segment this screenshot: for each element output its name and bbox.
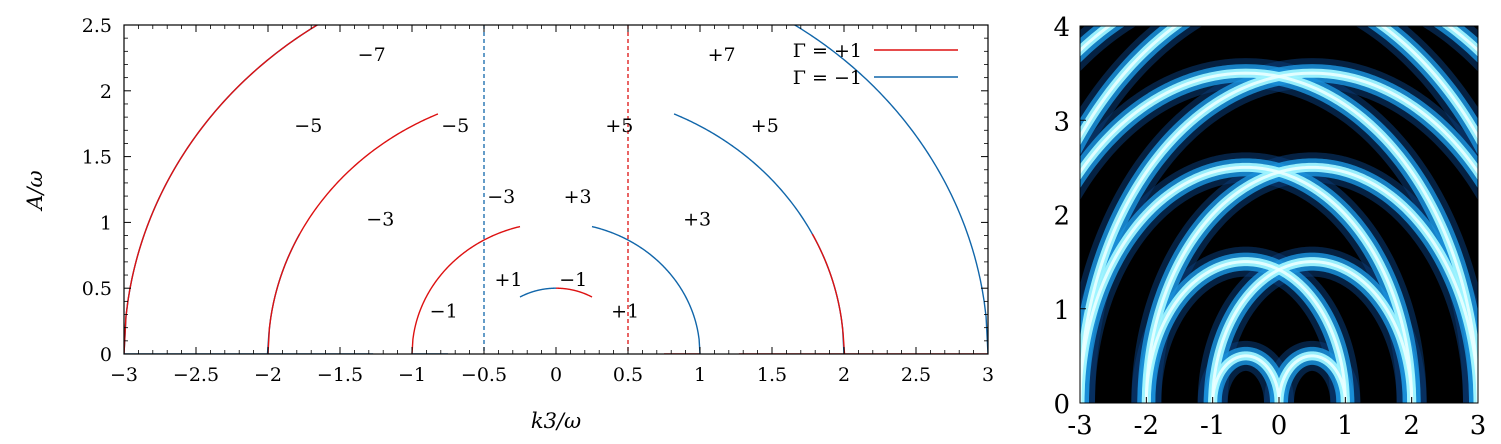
heatmap-bright-arcs — [1080, 26, 1478, 403]
curve-1 — [124, 25, 319, 354]
curve-13 — [793, 25, 988, 354]
curve-2 — [124, 233, 301, 354]
x-tick-label: −1.5 — [317, 364, 363, 386]
y-tick-label: 1 — [100, 212, 112, 234]
legend-label: Γ = +1 — [793, 40, 862, 62]
heatmap-x-tick-label: -2 — [1134, 411, 1159, 441]
y-tick-label: 0.5 — [82, 278, 112, 300]
y-tick-label: 1.5 — [82, 147, 112, 169]
annotation-label: +7 — [708, 44, 736, 66]
left-chart: −3 −2.5 −2 −1.5 −1 −0.5 0 0.5 1 1.5 2 2.5 3 0 0.5 1 1.5 2… — [23, 15, 994, 433]
annotation-label: +3 — [683, 208, 711, 230]
right-tick-marks — [1079, 25, 1479, 404]
right-heatmap: -3 -2 -1 0 1 2 3 0 1 2 3 4 — [1053, 13, 1486, 441]
heatmap-y-tick-label: 1 — [1053, 296, 1070, 326]
right-tick-labels: -3 -2 -1 0 1 2 3 0 1 2 3 4 — [1053, 13, 1486, 441]
x-axis-label: k3/ω — [531, 409, 581, 433]
heatmap-x-tick-label: 0 — [1271, 411, 1288, 441]
annotation-label: +1 — [611, 301, 639, 323]
curve-11 — [673, 113, 845, 354]
x-tick-label: 1.5 — [757, 364, 787, 386]
branch-annotations: −7 −5 −5 −3 −3 +3 +1 −1 −1 +1 +3 +5 +5 +7 — [294, 44, 778, 323]
heatmap-x-tick-label: -3 — [1067, 411, 1092, 441]
left-tick-labels: −3 −2.5 −2 −1.5 −1 −0.5 0 0.5 1 1.5 2 2.5 3 0 0.5 1 1.5 2… — [82, 15, 994, 386]
heatmap-x-tick-label: 1 — [1337, 411, 1354, 441]
curve-3 — [267, 113, 439, 354]
x-tick-label: −2 — [254, 364, 282, 386]
annotation-label: −5 — [294, 115, 322, 137]
annotation-label: −3 — [366, 208, 394, 230]
heatmap-arc — [1211, 260, 1414, 403]
heatmap-x-tick-label: 3 — [1470, 411, 1487, 441]
curve-9 — [591, 225, 701, 354]
x-tick-label: 2.5 — [901, 364, 931, 386]
heatmap-y-tick-label: 4 — [1053, 13, 1070, 43]
legend: Γ = +1 Γ = −1 — [793, 40, 958, 89]
x-tick-label: 2 — [838, 364, 850, 386]
heatmap-arc — [1144, 260, 1347, 403]
y-tick-label: 2.5 — [82, 15, 112, 37]
heatmap-arc — [1080, 71, 1478, 403]
left-tick-marks — [123, 24, 989, 355]
curve-8 — [556, 287, 593, 298]
y-tick-label: 0 — [100, 344, 112, 366]
x-tick-label: 3 — [982, 364, 994, 386]
curve-14 — [811, 233, 988, 354]
x-tick-label: 0.5 — [613, 364, 643, 386]
heatmap-y-tick-label: 2 — [1053, 202, 1070, 232]
x-tick-label: 1 — [694, 364, 706, 386]
heatmap-x-tick-label: -1 — [1200, 411, 1225, 441]
annotation-label: −1 — [559, 269, 587, 291]
heatmap-x-tick-label: 2 — [1403, 411, 1420, 441]
heatmap-arc — [1144, 165, 1478, 403]
annotation-label: −7 — [358, 44, 386, 66]
heatmap-arc — [1211, 354, 1281, 403]
x-tick-label: 0 — [550, 364, 562, 386]
heatmap-y-tick-label: 3 — [1053, 107, 1070, 137]
x-tick-label: −2.5 — [173, 364, 219, 386]
heatmap-y-tick-label: 0 — [1053, 390, 1070, 420]
annotation-label: +5 — [605, 115, 633, 137]
heatmap-arc — [1080, 165, 1414, 403]
heatmap-arc — [1080, 71, 1478, 403]
y-axis-label: A/ω — [23, 170, 47, 211]
annotation-label: +1 — [494, 269, 522, 291]
vertical-dashed-lines — [483, 25, 629, 354]
annotation-label: +3 — [564, 186, 592, 208]
curve-5 — [411, 225, 521, 354]
curve-7 — [519, 287, 556, 298]
y-tick-label: 2 — [100, 81, 112, 103]
curve-0 — [124, 25, 319, 354]
x-tick-label: −3 — [110, 364, 138, 386]
annotation-label: −1 — [430, 301, 458, 323]
curve-series — [124, 25, 988, 354]
x-tick-label: −0.5 — [461, 364, 507, 386]
x-tick-label: −1 — [398, 364, 426, 386]
annotation-label: −3 — [487, 186, 515, 208]
annotation-label: −5 — [441, 115, 469, 137]
legend-label: Γ = −1 — [793, 67, 862, 89]
heatmap-arc — [1277, 354, 1347, 403]
annotation-label: +5 — [751, 115, 779, 137]
